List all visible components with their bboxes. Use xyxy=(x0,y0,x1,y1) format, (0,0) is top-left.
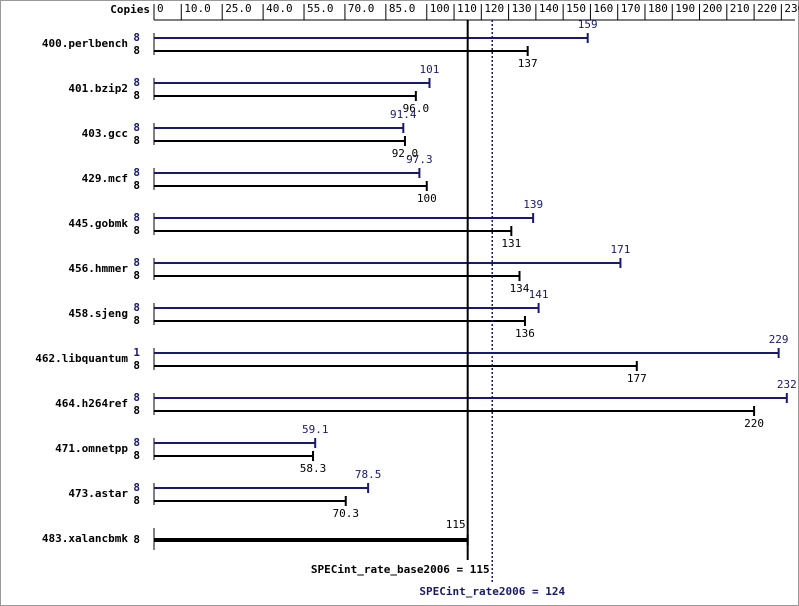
x-tick-label: 150 xyxy=(566,2,586,15)
value-label: 91.4 xyxy=(390,108,417,121)
copies-label: 8 xyxy=(133,359,140,372)
value-label: 101 xyxy=(420,63,440,76)
value-label: 131 xyxy=(501,237,521,250)
x-tick-label: 25.0 xyxy=(225,2,252,15)
x-tick-label: 85.0 xyxy=(389,2,416,15)
x-tick-label: 140 xyxy=(539,2,559,15)
benchmark-label: 445.gobmk xyxy=(68,217,128,230)
benchmark-label: 458.sjeng xyxy=(68,307,128,320)
copies-header: Copies xyxy=(110,3,150,16)
x-tick-label: 10.0 xyxy=(184,2,211,15)
value-label: 58.3 xyxy=(300,462,327,475)
value-label: 115 xyxy=(446,518,466,531)
copies-label: 1 xyxy=(133,346,140,359)
copies-label: 8 xyxy=(133,121,140,134)
value-label: 134 xyxy=(510,282,530,295)
value-label: 100 xyxy=(417,192,437,205)
x-tick-label: 55.0 xyxy=(307,2,334,15)
copies-label: 8 xyxy=(133,224,140,237)
benchmark-label: 456.hmmer xyxy=(68,262,128,275)
copies-label: 8 xyxy=(133,314,140,327)
copies-label: 8 xyxy=(133,301,140,314)
copies-label: 8 xyxy=(133,449,140,462)
benchmark-label: 400.perlbench xyxy=(42,37,128,50)
value-label: 59.1 xyxy=(302,423,329,436)
reference-label: SPECint_rate2006 = 124 xyxy=(419,585,565,598)
copies-label: 8 xyxy=(133,166,140,179)
value-label: 96.0 xyxy=(403,102,430,115)
value-label: 92.0 xyxy=(392,147,419,160)
copies-label: 8 xyxy=(133,436,140,449)
value-label: 70.3 xyxy=(333,507,360,520)
copies-label: 8 xyxy=(133,44,140,57)
value-label: 141 xyxy=(529,288,549,301)
copies-label: 8 xyxy=(133,76,140,89)
copies-label: 8 xyxy=(133,269,140,282)
copies-label: 8 xyxy=(133,31,140,44)
benchmark-label: 403.gcc xyxy=(82,127,128,140)
value-label: 159 xyxy=(578,18,598,31)
x-tick-label: 210 xyxy=(730,2,750,15)
x-tick-label: 70.0 xyxy=(348,2,375,15)
benchmark-label: 462.libquantum xyxy=(35,352,128,365)
x-tick-label: 130 xyxy=(512,2,532,15)
copies-label: 8 xyxy=(133,391,140,404)
copies-label: 8 xyxy=(133,494,140,507)
x-tick-label: 180 xyxy=(648,2,668,15)
value-label: 229 xyxy=(769,333,789,346)
x-tick-label: 100 xyxy=(430,2,450,15)
copies-label: 8 xyxy=(133,256,140,269)
x-tick-label: 0 xyxy=(157,2,164,15)
value-label: 137 xyxy=(518,57,538,70)
x-tick-label: 200 xyxy=(703,2,723,15)
value-label: 171 xyxy=(610,243,630,256)
copies-label: 8 xyxy=(133,481,140,494)
value-label: 136 xyxy=(515,327,535,340)
copies-label: 8 xyxy=(133,211,140,224)
copies-label: 8 xyxy=(133,533,140,546)
value-label: 97.3 xyxy=(406,153,433,166)
copies-label: 8 xyxy=(133,404,140,417)
benchmark-label: 483.xalancbmk xyxy=(42,532,128,545)
x-tick-label: 170 xyxy=(621,2,641,15)
value-label: 139 xyxy=(523,198,543,211)
benchmark-label: 464.h264ref xyxy=(55,397,128,410)
reference-label: SPECint_rate_base2006 = 115 xyxy=(311,563,490,576)
value-label: 232 xyxy=(777,378,797,391)
value-label: 78.5 xyxy=(355,468,382,481)
copies-label: 8 xyxy=(133,89,140,102)
x-tick-label: 40.0 xyxy=(266,2,293,15)
value-label: 220 xyxy=(744,417,764,430)
x-tick-label: 110 xyxy=(457,2,477,15)
benchmark-label: 471.omnetpp xyxy=(55,442,128,455)
x-tick-label: 220 xyxy=(757,2,777,15)
copies-label: 8 xyxy=(133,134,140,147)
copies-label: 8 xyxy=(133,179,140,192)
value-label: 177 xyxy=(627,372,647,385)
benchmark-label: 429.mcf xyxy=(82,172,128,185)
benchmark-label: 473.astar xyxy=(68,487,128,500)
benchmark-label: 401.bzip2 xyxy=(68,82,128,95)
x-tick-label: 160 xyxy=(593,2,613,15)
x-tick-label: 120 xyxy=(484,2,504,15)
x-tick-label: 230 xyxy=(784,2,799,15)
x-tick-label: 190 xyxy=(675,2,695,15)
